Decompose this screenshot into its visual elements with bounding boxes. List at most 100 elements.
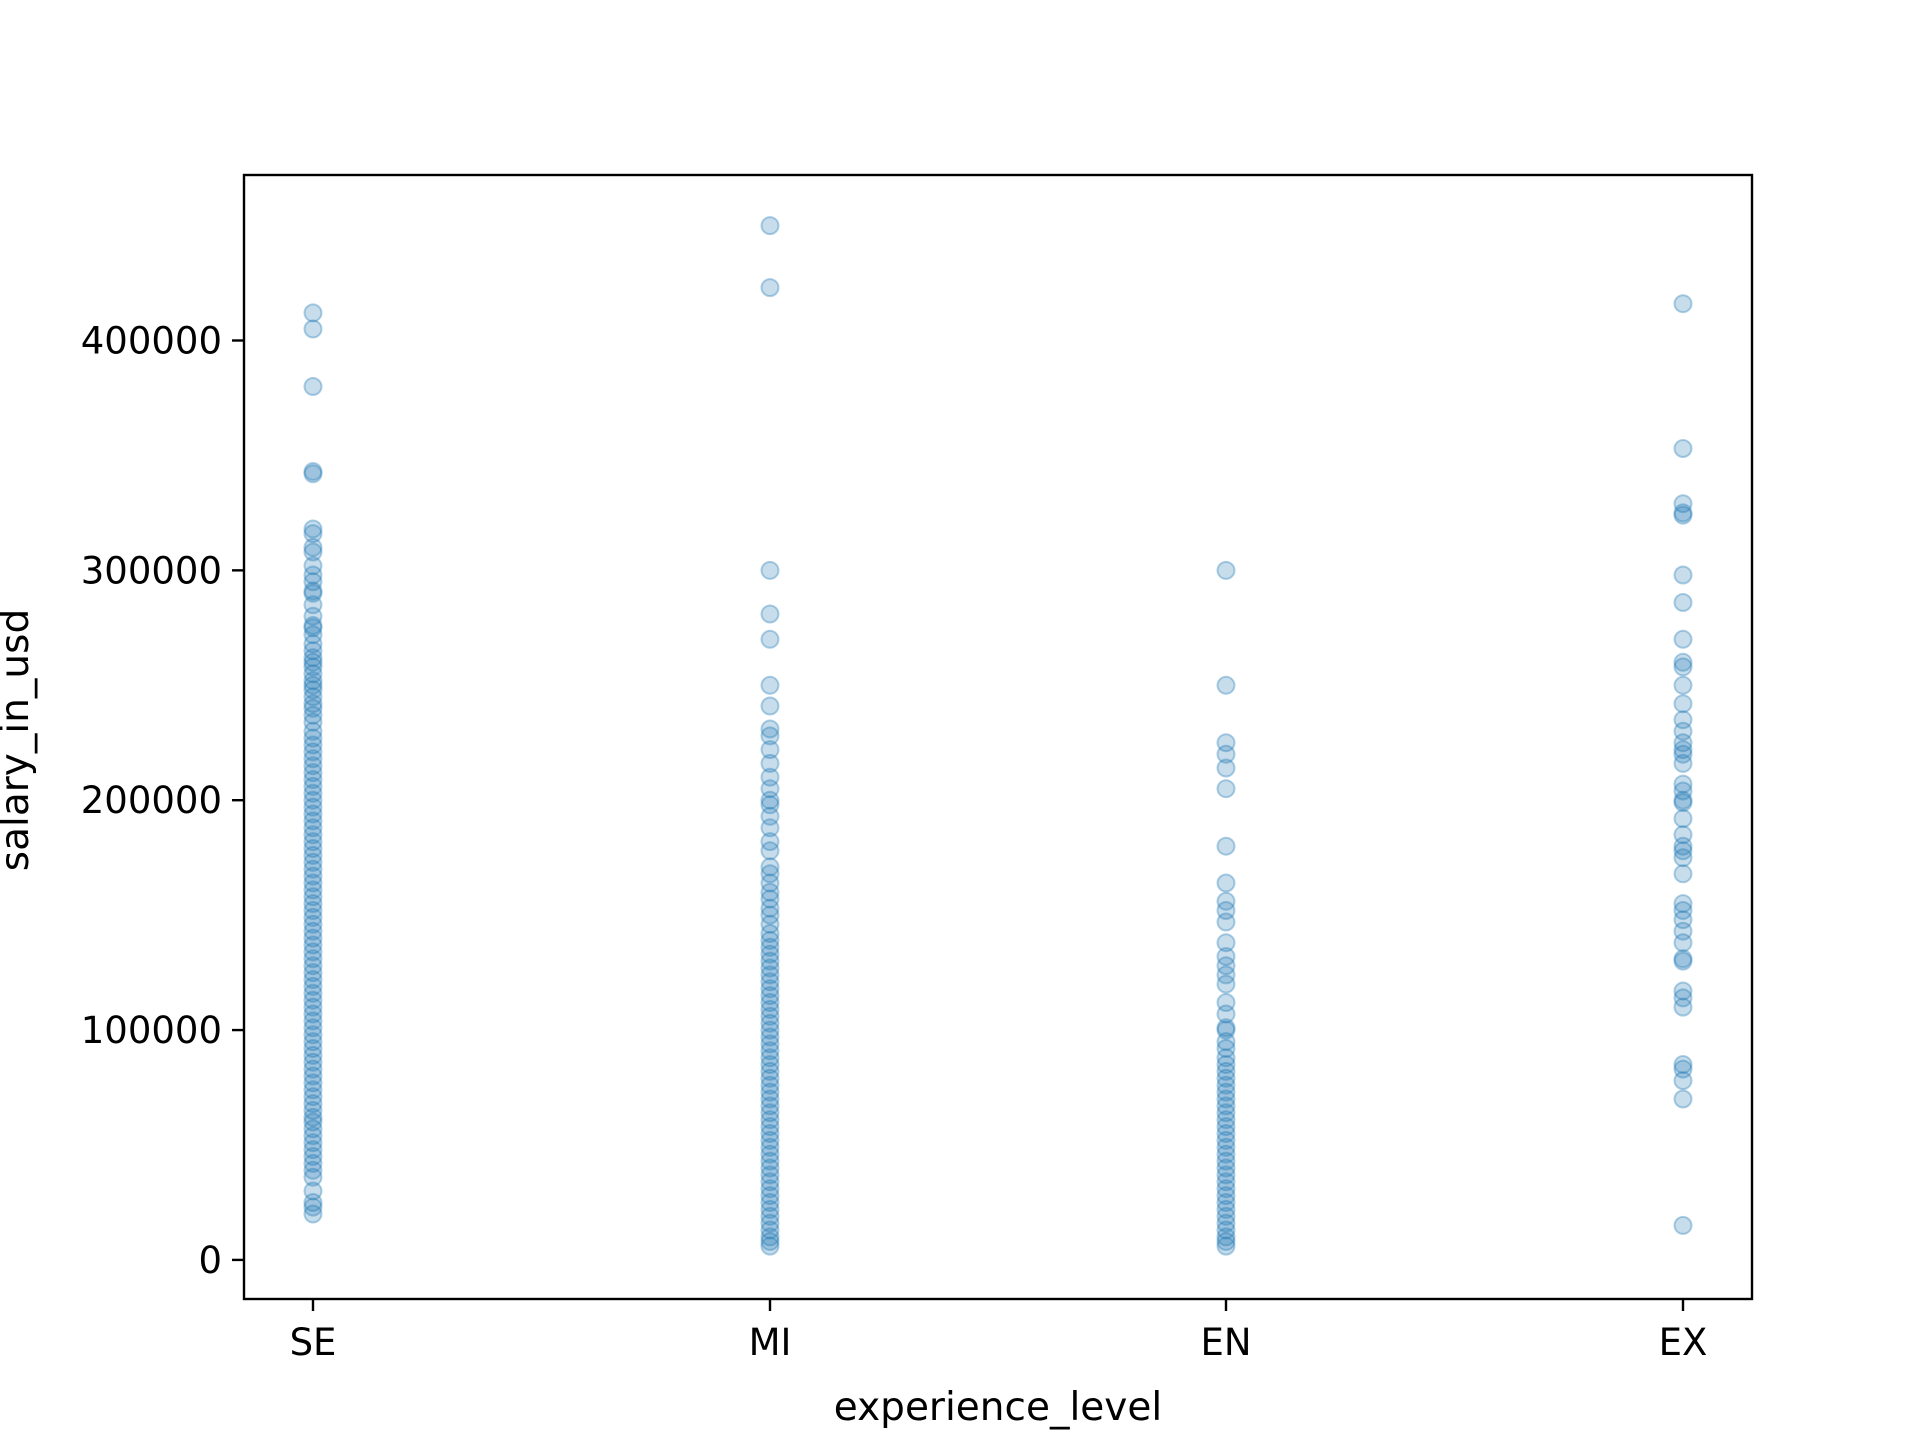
point-en-12 [1216,947,1236,966]
point-se-42 [303,783,323,803]
point-en-11 [1216,933,1236,953]
point-mi-62 [760,1165,780,1185]
point-en-13 [1216,956,1236,976]
point-se-97 [303,1160,323,1180]
point-se-73 [303,997,323,1017]
point-se-51 [303,845,323,865]
point-mi-66 [760,1193,780,1212]
point-mi-65 [760,1186,780,1206]
point-ex-34 [1673,951,1693,971]
point-se-7 [303,537,323,557]
point-se-1 [303,319,323,339]
point-se-76 [303,1018,323,1038]
x-tick-label-ex: EX [1659,1321,1708,1364]
point-mi-8 [760,726,780,746]
point-se-81 [303,1052,323,1072]
point-se-86 [303,1087,323,1107]
point-se-32 [303,712,323,732]
point-mi-7 [760,719,780,739]
point-mi-21 [760,873,780,893]
point-mi-17 [760,832,780,852]
point-ex-41 [1673,1089,1693,1109]
point-en-32 [1216,1117,1236,1137]
point-mi-1 [760,278,780,298]
point-se-2 [303,377,323,396]
point-mi-50 [760,1082,780,1102]
point-se-54 [303,866,323,886]
point-en-7 [1216,873,1236,893]
point-se-12 [303,581,323,601]
point-se-57 [303,887,323,907]
point-se-28 [303,687,323,707]
point-mi-34 [760,972,780,992]
x-tick-label-se: SE [290,1321,337,1364]
point-se-22 [303,652,323,672]
point-se-31 [303,705,323,725]
point-ex-27 [1673,864,1693,884]
point-en-31 [1216,1110,1236,1130]
point-en-50 [1216,1236,1236,1256]
point-mi-68 [760,1206,780,1226]
point-se-79 [303,1039,323,1058]
points-layer [303,216,1693,1256]
point-se-93 [303,1133,323,1153]
point-ex-3 [1673,503,1693,523]
point-ex-42 [1673,1215,1693,1235]
point-en-20 [1216,1032,1236,1052]
point-mi-58 [760,1137,780,1157]
point-ex-37 [1673,997,1693,1017]
point-ex-18 [1673,774,1693,794]
point-se-99 [303,1181,323,1201]
point-se-37 [303,749,323,769]
point-en-18 [1216,1018,1236,1038]
point-mi-19 [760,857,780,877]
point-se-52 [303,852,323,872]
point-mi-48 [760,1068,780,1088]
point-mi-53 [760,1103,780,1123]
point-se-55 [303,873,323,893]
point-se-98 [303,1167,323,1187]
point-mi-41 [760,1020,780,1040]
point-se-77 [303,1025,323,1045]
point-mi-43 [760,1034,780,1054]
y-tick-label: 200000 [81,779,222,822]
point-ex-28 [1673,894,1693,914]
point-ex-33 [1673,949,1693,969]
point-en-38 [1216,1158,1236,1178]
point-mi-20 [760,864,780,884]
point-en-33 [1216,1124,1236,1143]
point-ex-32 [1673,933,1693,953]
point-mi-40 [760,1013,780,1033]
point-mi-16 [760,818,780,838]
point-ex-12 [1673,710,1693,730]
point-ex-22 [1673,809,1693,829]
point-se-4 [303,464,323,484]
x-tick-label-en: EN [1200,1321,1251,1364]
point-en-34 [1216,1130,1236,1150]
point-ex-20 [1673,790,1693,810]
point-mi-35 [760,979,780,999]
point-se-90 [303,1112,323,1132]
point-se-29 [303,694,323,714]
point-se-36 [303,742,323,762]
point-ex-9 [1673,657,1693,677]
point-se-3 [303,462,323,481]
point-ex-24 [1673,836,1693,856]
point-mi-3 [760,604,780,624]
point-se-18 [303,625,323,645]
point-se-19 [303,634,323,654]
point-en-49 [1216,1232,1236,1251]
point-en-6 [1216,836,1236,856]
point-mi-46 [760,1055,780,1074]
point-se-91 [303,1119,323,1139]
point-se-30 [303,698,323,718]
y-axis-label: salary_in_usd [0,609,38,871]
point-en-10 [1216,912,1236,932]
point-ex-2 [1673,494,1693,514]
point-se-45 [303,804,323,824]
point-ex-40 [1673,1071,1693,1091]
point-mi-32 [760,958,780,978]
point-mi-61 [760,1158,780,1178]
point-en-46 [1216,1213,1236,1233]
point-ex-19 [1673,781,1693,801]
